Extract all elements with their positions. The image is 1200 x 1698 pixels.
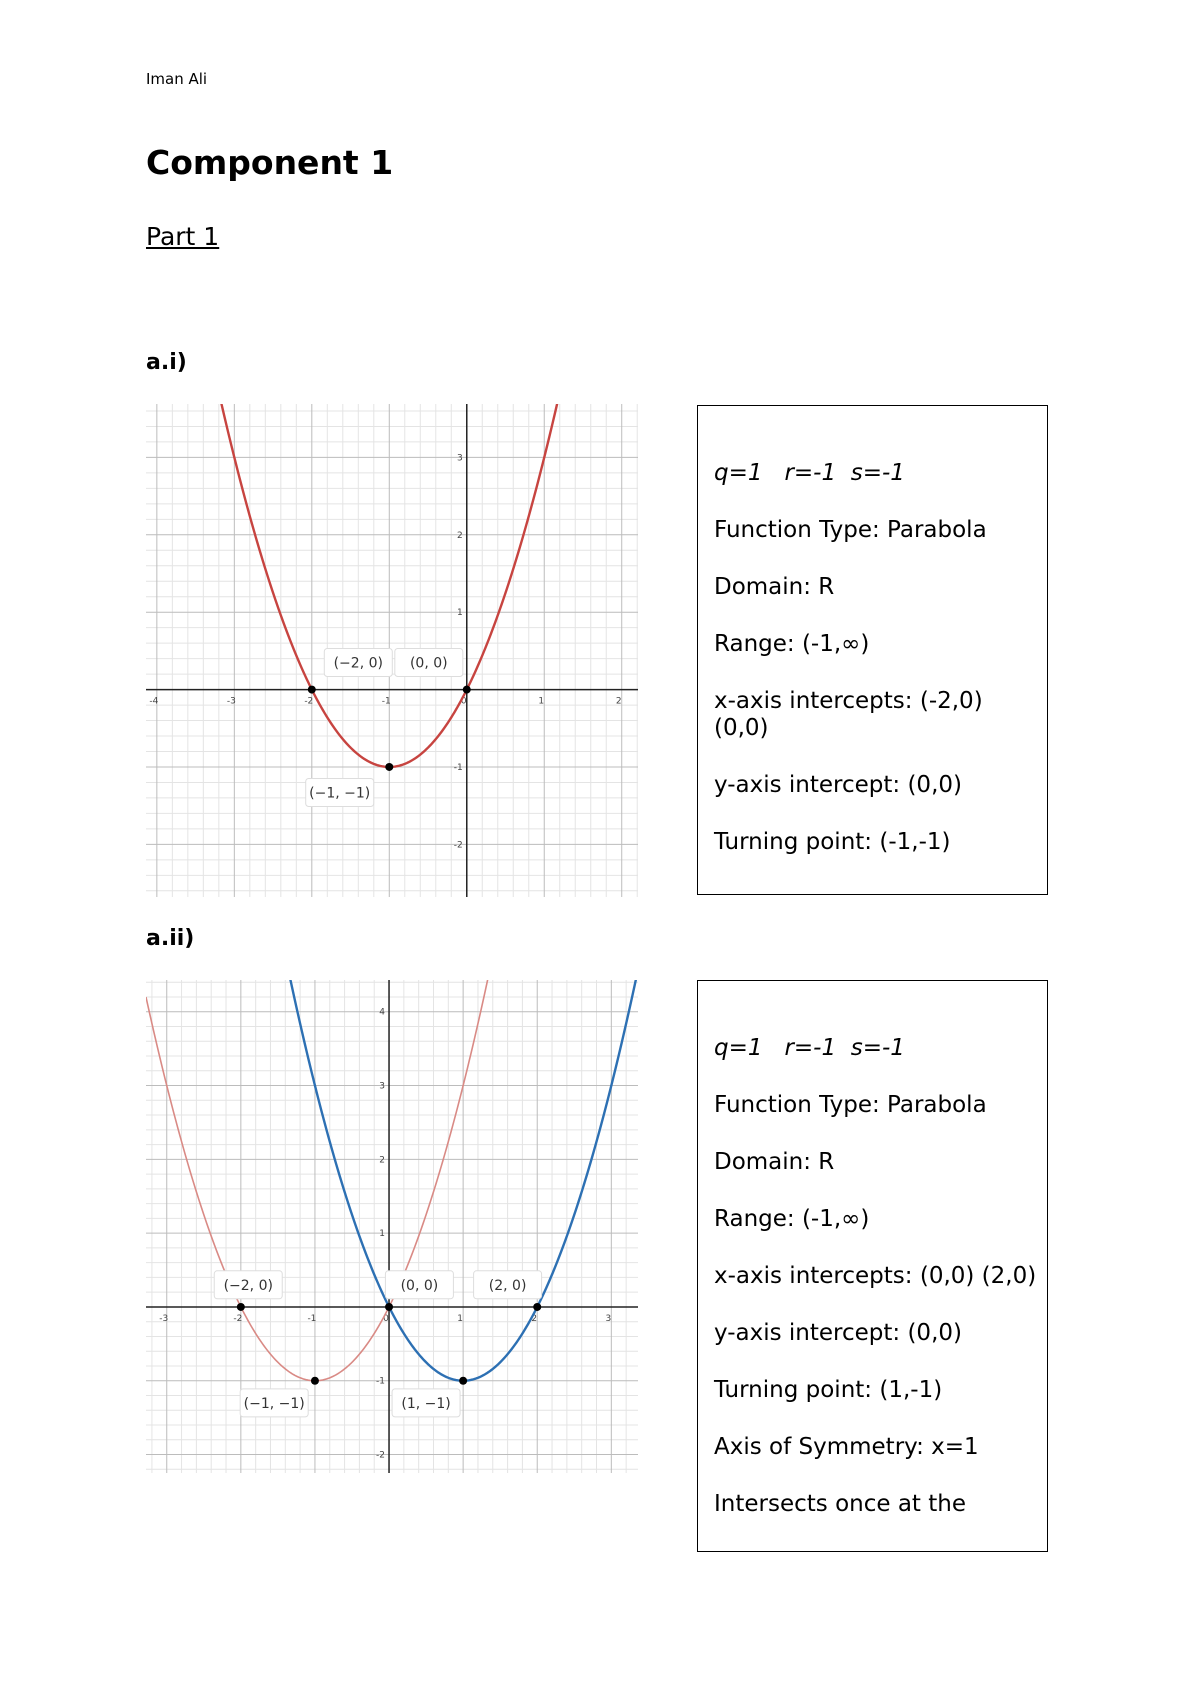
- author: Iman Ali: [146, 70, 208, 88]
- x-tick-label: 1: [538, 697, 544, 707]
- y-tick-label: 2: [379, 1155, 385, 1165]
- point: [385, 1302, 394, 1311]
- x-tick-label: 0: [383, 1314, 389, 1324]
- info-line: y-axis intercept: (0,0): [714, 772, 962, 798]
- point-label: (0, 0): [401, 1278, 439, 1294]
- info-line: Range: (-1,∞): [714, 1206, 870, 1232]
- point-label: (0, 0): [410, 655, 448, 671]
- x-tick-label: -1: [307, 1314, 316, 1324]
- point-label: (−2, 0): [334, 655, 383, 671]
- info-line: Turning point: (-1,-1): [714, 829, 951, 855]
- curve: [289, 980, 638, 1382]
- x-tick-label: 2: [531, 1314, 537, 1324]
- point-label-box: [305, 778, 375, 808]
- y-tick-label: 3: [457, 453, 463, 463]
- point-label: (1, −1): [401, 1396, 450, 1412]
- y-tick-label: 2: [457, 531, 463, 541]
- point-label-box: [394, 647, 464, 677]
- graph: -4 -3 -2 -1 0 1 2 -2 -1 1 2 3 (−2, 0) (0, 0) (−1, −1): [146, 404, 638, 897]
- x-tick-label: 0: [461, 697, 467, 707]
- y-tick-label: 1: [379, 1229, 385, 1239]
- point: [533, 1302, 542, 1311]
- point-label-box: [323, 647, 393, 677]
- curve: [146, 980, 489, 1382]
- point-label-box: [391, 1388, 461, 1418]
- subtitle: Part 1: [146, 222, 220, 251]
- point-label: (2, 0): [489, 1278, 527, 1294]
- x-tick-label: -1: [382, 697, 391, 707]
- y-tick-label: -1: [376, 1377, 385, 1387]
- point: [459, 1376, 468, 1385]
- point: [307, 685, 316, 694]
- point-label: (−1, −1): [309, 786, 370, 802]
- info-box: q=1 r=-1 s=-1 Function Type: Parabola Doma…: [697, 405, 1048, 895]
- info-box: q=1 r=-1 s=-1 Function Type: Parabola Doma…: [697, 980, 1048, 1552]
- info-line: x-axis intercepts: (-2,0) (0,0): [714, 688, 983, 741]
- x-tick-label: -4: [149, 697, 158, 707]
- section-label: a.ii): [146, 926, 195, 951]
- x-tick-label: 1: [457, 1314, 463, 1324]
- y-tick-label: 4: [379, 1008, 385, 1018]
- x-tick-label: 2: [616, 697, 622, 707]
- section-label: a.i): [146, 350, 187, 375]
- y-tick-label: 3: [379, 1082, 385, 1092]
- y-tick-label: 1: [457, 608, 463, 618]
- info-line: x-axis intercepts: (0,0) (2,0): [714, 1263, 1037, 1289]
- info-line: Turning point: (1,-1): [714, 1377, 943, 1403]
- point-label: (−2, 0): [224, 1278, 273, 1294]
- info-line: Domain: R: [714, 574, 835, 600]
- y-tick-label: -1: [454, 763, 463, 773]
- info-line: Axis of Symmetry: x=1: [714, 1434, 979, 1460]
- point: [236, 1302, 245, 1311]
- point-label-box: [213, 1270, 283, 1300]
- point: [385, 762, 394, 771]
- info-line: y-axis intercept: (0,0): [714, 1320, 962, 1346]
- point: [462, 685, 471, 694]
- info-line: Function Type: Parabola: [714, 1092, 987, 1118]
- info-line: Intersects once at the: [714, 1491, 967, 1517]
- graph: -3 -2 -1 0 1 2 3 -2 -1 1 2 3 4 (−2, 0) (0, 0) (2, 0) (−1…: [146, 980, 638, 1473]
- y-tick-label: -2: [376, 1451, 385, 1461]
- x-tick-label: -3: [227, 697, 236, 707]
- point-label-box: [473, 1270, 543, 1300]
- x-tick-label: -2: [233, 1314, 242, 1324]
- y-tick-label: -2: [454, 840, 463, 850]
- point-label: (−1, −1): [244, 1396, 305, 1412]
- info-line: Function Type: Parabola: [714, 517, 987, 543]
- x-tick-label: 3: [605, 1314, 611, 1324]
- curve: [220, 404, 559, 769]
- info-line: Domain: R: [714, 1149, 835, 1175]
- title: Component 1: [146, 143, 394, 182]
- params: q=1 r=-1 s=-1: [714, 1035, 905, 1061]
- params: q=1 r=-1 s=-1: [714, 460, 905, 486]
- point-label-box: [384, 1270, 454, 1300]
- point-label-box: [239, 1388, 309, 1418]
- x-tick-label: -3: [159, 1314, 168, 1324]
- point: [310, 1376, 319, 1385]
- info-line: Range: (-1,∞): [714, 631, 870, 657]
- x-tick-label: -2: [304, 697, 313, 707]
